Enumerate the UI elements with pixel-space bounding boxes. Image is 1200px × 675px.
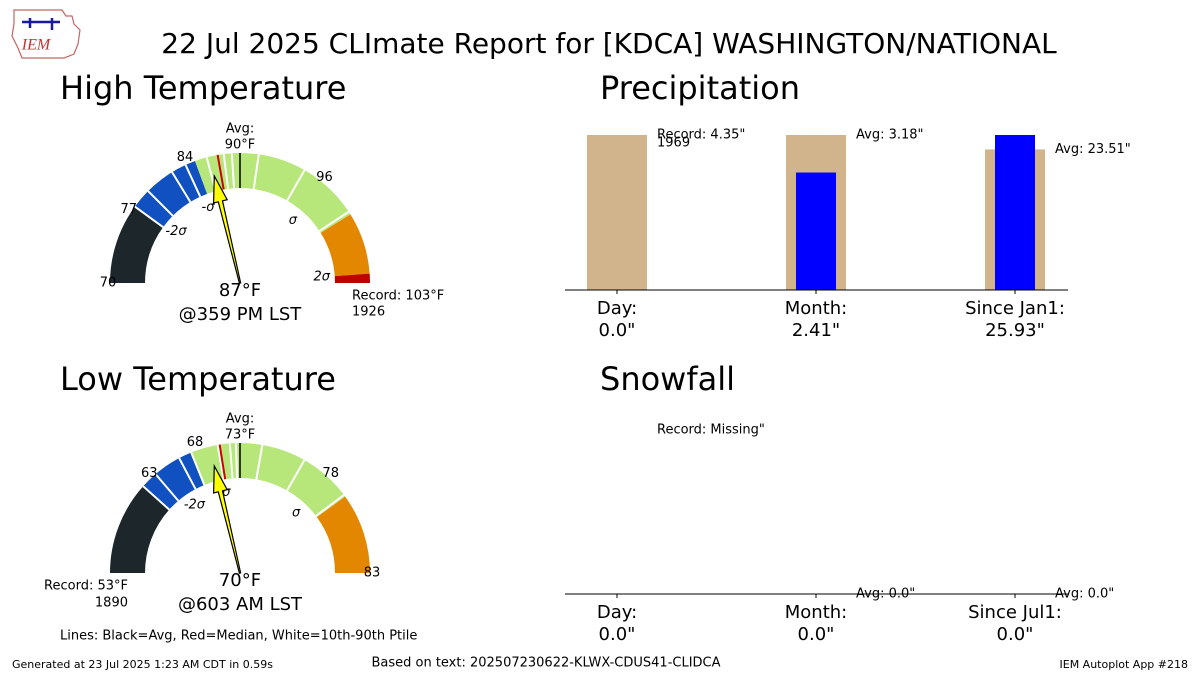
avg-label: 90°F: [225, 138, 256, 153]
gauge-title: High Temperature: [60, 69, 346, 107]
percentile-line: [234, 443, 239, 479]
reference-label: Avg: 0.0": [1055, 587, 1114, 602]
record-label: Record: 53°F: [44, 579, 128, 594]
chart-title: 22 Jul 2025 CLImate Report for [KDCA] WA…: [161, 27, 1057, 60]
sigma-label: -2σ: [184, 497, 206, 512]
percentile-line: [142, 485, 170, 511]
observed-bar: [995, 135, 1035, 290]
sigma-label: 2σ: [314, 270, 331, 285]
value-label: 2.41": [792, 320, 840, 341]
record-label: Record: 103°F: [352, 289, 444, 304]
sigma-label: -2σ: [165, 224, 187, 239]
value-label: 0.0": [599, 320, 636, 341]
percentile-line: [255, 444, 264, 480]
sigma-label: -σ: [202, 200, 216, 215]
gauge-tick-label: 78: [322, 466, 339, 481]
x-tick-label: Day:: [597, 298, 637, 319]
percentile-line: [184, 164, 202, 198]
record-year: 1890: [95, 596, 128, 611]
percentile-line: [315, 494, 345, 517]
percentile-line: [252, 154, 260, 190]
gauge-segment: [320, 214, 370, 277]
record-year: 1926: [352, 305, 385, 320]
logo: IEM: [11, 9, 81, 59]
value-label: 0.0": [599, 624, 636, 645]
percentile-line: [286, 459, 306, 491]
value-label: 0.0": [798, 624, 835, 645]
observed-time: @603 AM LST: [178, 594, 303, 615]
percentile-line: [154, 473, 180, 502]
observed-label: 70°F: [219, 570, 261, 591]
panel-title: Precipitation: [600, 69, 800, 107]
x-tick-label: Since Jan1:: [965, 298, 1065, 319]
x-tick-label: Month:: [785, 298, 847, 319]
percentile-line: [216, 444, 225, 480]
percentile-line: [230, 153, 236, 189]
gauge-arrow: [212, 463, 242, 574]
observed-bar: [796, 172, 836, 290]
gauge-segment: [316, 496, 370, 573]
value-label: 25.93": [985, 320, 1045, 341]
gauge-segment: [143, 452, 205, 510]
x-tick-label: Month:: [785, 602, 847, 623]
median-line: [218, 444, 227, 480]
gauge-tick-label: 70: [100, 276, 117, 291]
median-line: [216, 154, 225, 190]
x-tick-label: Since Jul1:: [968, 602, 1062, 623]
gauge-title: Low Temperature: [60, 360, 336, 398]
footer-source: Based on text: 202507230622-KLWX-CDUS41-…: [371, 656, 720, 671]
gauge-segment: [134, 161, 208, 228]
record-year: 1969: [657, 136, 690, 151]
gauge-tick-label: 96: [316, 170, 333, 185]
avg-caption: Avg:: [226, 122, 254, 137]
percentile-line: [222, 153, 230, 189]
reference-label: Record: 4.35": [657, 128, 745, 143]
sigma-label: σ: [289, 213, 298, 228]
gauge-tick-label: 68: [187, 435, 204, 450]
gauge-tick-label: 77: [121, 202, 138, 217]
percentile-line: [318, 210, 350, 232]
percentile-line: [228, 443, 234, 479]
x-tick-label: Day:: [597, 602, 637, 623]
reference-label: Avg: 23.51": [1055, 142, 1131, 157]
reference-bar: [587, 135, 647, 290]
percentile-line: [171, 171, 192, 203]
percentile-line: [134, 205, 164, 228]
gauge-tick-label: 83: [364, 566, 381, 581]
footer-app: IEM Autoplot App #218: [1060, 658, 1189, 671]
avg-caption: Avg:: [226, 412, 254, 427]
gauge-tick-label: 84: [177, 150, 194, 165]
gauge-segment: [191, 443, 346, 518]
footer-generated: Generated at 23 Jul 2025 1:23 AM CDT in …: [12, 658, 273, 671]
gauge-segment: [110, 206, 164, 283]
observed-time: @359 PM LST: [179, 304, 303, 325]
gauge-segment: [110, 486, 170, 573]
reference-label: Avg: 3.18": [856, 128, 924, 143]
value-label: 0.0": [997, 624, 1034, 645]
panel-title: Snowfall: [600, 360, 735, 398]
gauge-tick-label: 63: [141, 466, 158, 481]
logo-icon: [22, 18, 60, 30]
percentile-line: [147, 190, 174, 217]
percentile-line: [286, 169, 306, 202]
legend-note: Lines: Black=Avg, Red=Median, White=10th…: [60, 629, 417, 644]
percentile-line: [178, 457, 197, 490]
gauge-arrow: [212, 173, 242, 284]
reference-label: Record: Missing": [657, 423, 765, 438]
observed-label: 87°F: [219, 280, 261, 301]
percentile-line: [190, 452, 206, 486]
gauge-segment: [334, 273, 370, 283]
sigma-label: σ: [292, 506, 301, 521]
logo-text: IEM: [21, 37, 52, 54]
avg-label: 73°F: [225, 428, 256, 443]
